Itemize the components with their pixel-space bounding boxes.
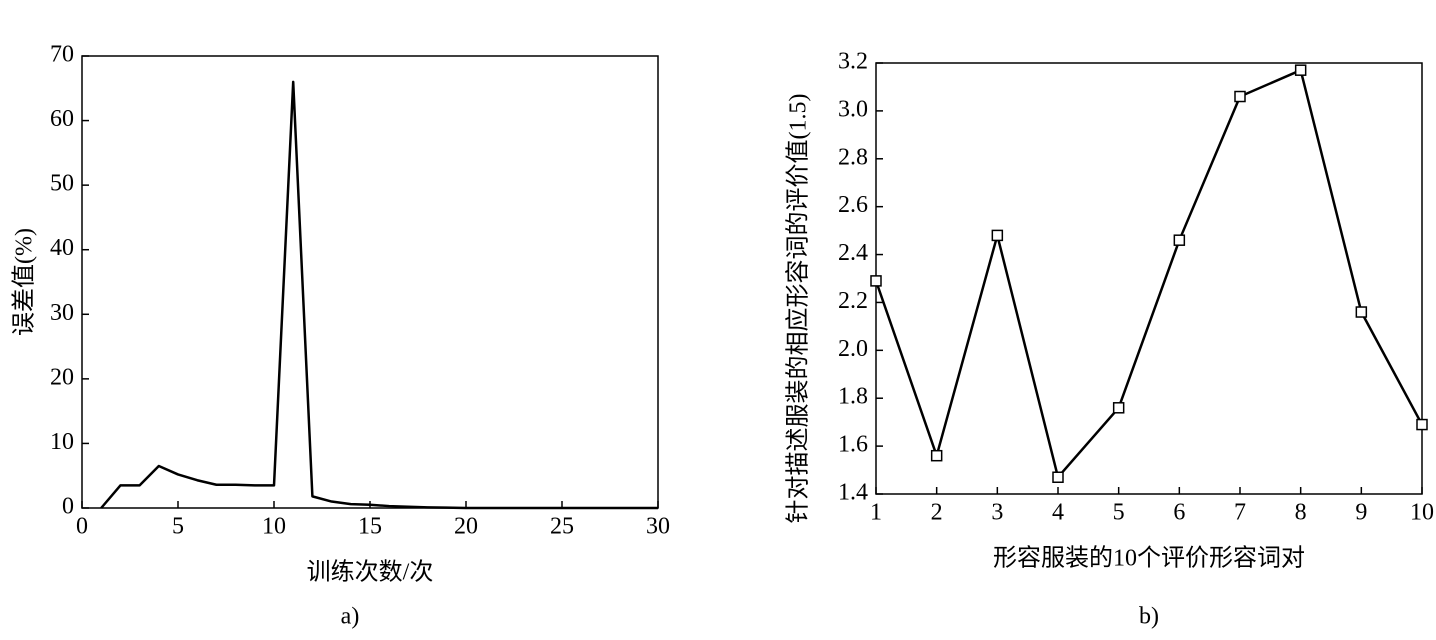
y-tick-label: 1.8 (838, 384, 868, 410)
x-tick-label: 5 (172, 514, 184, 540)
marker (870, 275, 882, 287)
y-tick-label: 30 (50, 300, 74, 326)
x-tick-label: 10 (1410, 500, 1434, 526)
data-line (100, 80, 658, 510)
x-tick-label: 5 (1113, 500, 1125, 526)
x-tick-label: 30 (646, 514, 670, 540)
x-axis-label: 形容服装的10个评价形容词对 (993, 545, 1305, 572)
x-tick-label: 9 (1355, 500, 1367, 526)
marker (1355, 306, 1368, 318)
y-tick-label: 1.6 (838, 432, 868, 458)
x-tick-label: 10 (262, 514, 286, 540)
x-tick-label: 3 (991, 500, 1003, 526)
x-tick-label: 8 (1295, 500, 1307, 526)
x-tick-label: 25 (550, 514, 574, 540)
marker (1112, 402, 1125, 414)
caption: a) (341, 604, 360, 630)
y-tick-label: 70 (50, 42, 74, 68)
x-tick-label: 7 (1234, 500, 1246, 526)
y-tick-label: 2.4 (838, 240, 868, 266)
y-tick-label: 20 (50, 364, 74, 390)
y-tick-label: 2.6 (838, 192, 868, 218)
y-tick-label: 60 (50, 106, 74, 132)
data-line (874, 68, 1424, 479)
marker (1052, 471, 1064, 483)
y-tick-label: 0 (62, 494, 74, 520)
x-tick-label: 20 (454, 514, 478, 540)
y-tick-label: 10 (50, 429, 74, 455)
x-tick-label: 1 (870, 500, 882, 526)
marker (1416, 418, 1428, 431)
marker (1173, 234, 1186, 246)
x-axis-label: 训练次数/次 (307, 559, 434, 586)
y-tick-label: 40 (50, 235, 74, 261)
y-tick-label: 1.4 (838, 480, 868, 506)
y-tick-label: 3.0 (838, 96, 868, 122)
y-axis-label: 误差值(%) (11, 228, 38, 336)
marker (930, 449, 943, 462)
y-axis-label: 针对描述服装的相应形容词的评价值(1.5) (785, 94, 812, 524)
x-tick-label: 6 (1173, 500, 1185, 526)
y-tick-label: 50 (50, 171, 74, 197)
x-tick-label: 0 (76, 514, 88, 540)
y-tick-label: 3.2 (838, 49, 868, 75)
x-tick-label: 2 (931, 500, 943, 526)
marker (1294, 64, 1307, 76)
caption: b) (1139, 604, 1159, 630)
marker (1234, 90, 1246, 103)
y-tick-label: 2.0 (838, 336, 868, 362)
plot-frame (875, 62, 1423, 495)
y-tick-label: 2.2 (838, 288, 868, 314)
marker (991, 229, 1004, 242)
y-tick-label: 2.8 (838, 144, 868, 170)
x-tick-label: 15 (358, 514, 382, 540)
x-tick-label: 4 (1052, 500, 1064, 526)
plot-frame (81, 55, 659, 509)
